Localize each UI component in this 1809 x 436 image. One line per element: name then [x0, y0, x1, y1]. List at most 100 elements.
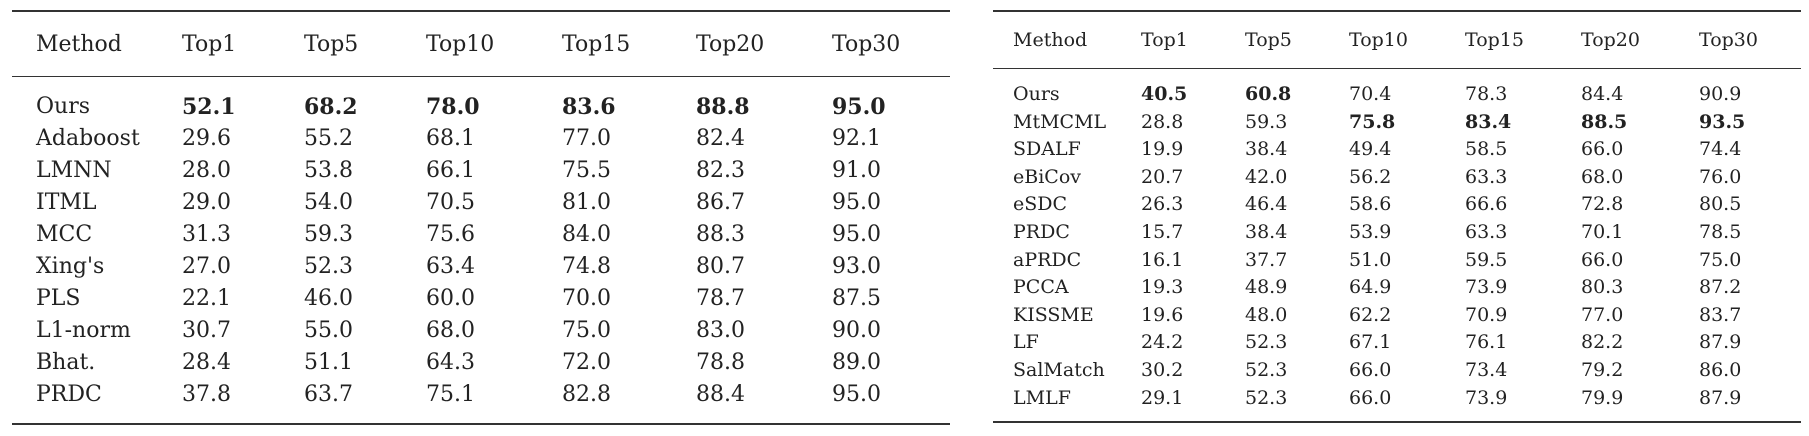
- method-cell: KISSME: [1013, 303, 1094, 326]
- value-cell: 78.5: [1699, 220, 1742, 243]
- value-cell: 75.0: [562, 318, 611, 343]
- bottom-rule: [12, 424, 950, 426]
- value-cell: 40.5: [1141, 83, 1188, 105]
- value-cell: 93.0: [832, 254, 881, 279]
- method-cell: Xing's: [36, 254, 105, 279]
- value-cell: 82.4: [696, 126, 745, 151]
- value-cell: 27.0: [182, 254, 231, 279]
- value-cell: 73.9: [1465, 386, 1508, 409]
- value-cell: 73.4: [1465, 358, 1508, 381]
- value-cell: 89.0: [832, 350, 881, 375]
- column-header: Top5: [304, 31, 359, 57]
- value-cell: 88.5: [1581, 110, 1628, 133]
- end-spacer: [993, 412, 1801, 422]
- value-cell: 80.5: [1699, 193, 1742, 216]
- value-cell: 66.0: [1349, 358, 1392, 381]
- value-cell: 29.6: [182, 126, 231, 151]
- value-cell: 68.0: [426, 318, 475, 343]
- value-cell: 55.2: [304, 126, 353, 151]
- value-cell: 48.0: [1245, 303, 1288, 326]
- table-row: eBiCov 20.7 42.0 56.2 63.3 68.0 76.0: [993, 164, 1801, 192]
- value-cell: 20.7: [1141, 165, 1184, 188]
- value-cell: 28.8: [1141, 110, 1184, 133]
- table-row: MtMCML 28.8 59.3 75.8 83.4 88.5 93.5: [993, 109, 1801, 137]
- column-header: Top20: [696, 31, 765, 57]
- column-header: Top1: [1141, 29, 1188, 51]
- method-cell: Adaboost: [36, 126, 140, 151]
- value-cell: 63.3: [1465, 220, 1508, 243]
- column-header: Method: [36, 31, 122, 57]
- value-cell: 95.0: [832, 382, 881, 407]
- value-cell: 62.2: [1349, 303, 1392, 326]
- value-cell: 75.8: [1349, 110, 1396, 133]
- value-cell: 66.0: [1581, 138, 1624, 161]
- method-cell: PLS: [36, 286, 81, 311]
- value-cell: 70.9: [1465, 303, 1508, 326]
- value-cell: 72.0: [562, 350, 611, 375]
- column-header: Top1: [182, 31, 237, 57]
- value-cell: 93.5: [1699, 110, 1746, 133]
- table-row: eSDC 26.3 46.4 58.6 66.6 72.8 80.5: [993, 191, 1801, 219]
- method-cell: Bhat.: [36, 350, 96, 375]
- header-row: Method Top1 Top5 Top10 Top15 Top20 Top30: [12, 11, 950, 77]
- value-cell: 54.0: [304, 190, 353, 215]
- table-row: aPRDC 16.1 37.7 51.0 59.5 66.0 75.0: [993, 247, 1801, 275]
- value-cell: 52.3: [1245, 331, 1288, 354]
- table-row: KISSME 19.6 48.0 62.2 70.9 77.0 83.7: [993, 302, 1801, 330]
- value-cell: 24.2: [1141, 331, 1184, 354]
- value-cell: 90.0: [832, 318, 881, 343]
- value-cell: 58.5: [1465, 138, 1508, 161]
- value-cell: 77.0: [1581, 303, 1624, 326]
- value-cell: 91.0: [832, 158, 881, 183]
- method-cell: L1-norm: [36, 318, 131, 343]
- header-rule: [12, 76, 950, 92]
- table-row: ITML 29.0 54.0 70.5 81.0 86.7 95.0: [12, 187, 950, 219]
- value-cell: 66.1: [426, 158, 475, 183]
- value-cell: 30.7: [182, 318, 231, 343]
- table-row: Xing's 27.0 52.3 63.4 74.8 80.7 93.0: [12, 251, 950, 283]
- value-cell: 78.3: [1465, 83, 1508, 105]
- value-cell: 19.9: [1141, 138, 1184, 161]
- value-cell: 58.6: [1349, 193, 1392, 216]
- value-cell: 73.9: [1465, 276, 1508, 299]
- value-cell: 22.1: [182, 286, 231, 311]
- value-cell: 66.0: [1581, 248, 1624, 271]
- table-row: Bhat. 28.4 51.1 64.3 72.0 78.8 89.0: [12, 347, 950, 379]
- method-cell: LF: [1013, 331, 1039, 354]
- value-cell: 68.1: [426, 126, 475, 151]
- header-row: Method Top1 Top5 Top10 Top15 Top20 Top30: [993, 11, 1801, 69]
- method-cell: eBiCov: [1013, 165, 1081, 188]
- value-cell: 46.4: [1245, 193, 1288, 216]
- value-cell: 79.2: [1581, 358, 1624, 381]
- value-cell: 83.7: [1699, 303, 1742, 326]
- value-cell: 67.1: [1349, 331, 1392, 354]
- value-cell: 51.1: [304, 350, 353, 375]
- column-header: Top30: [1699, 29, 1758, 51]
- value-cell: 63.7: [304, 382, 353, 407]
- value-cell: 63.3: [1465, 165, 1508, 188]
- value-cell: 87.2: [1699, 276, 1742, 299]
- value-cell: 15.7: [1141, 220, 1184, 243]
- table-row: PRDC 15.7 38.4 53.9 63.3 70.1 78.5: [993, 219, 1801, 247]
- value-cell: 76.1: [1465, 331, 1508, 354]
- value-cell: 70.0: [562, 286, 611, 311]
- table-row: PCCA 19.3 48.9 64.9 73.9 80.3 87.2: [993, 274, 1801, 302]
- column-header: Top10: [426, 31, 495, 57]
- value-cell: 16.1: [1141, 248, 1184, 271]
- column-header: Method: [1013, 29, 1088, 51]
- value-cell: 68.0: [1581, 165, 1624, 188]
- value-cell: 53.9: [1349, 220, 1392, 243]
- table-row: SalMatch 30.2 52.3 66.0 73.4 79.2 86.0: [993, 357, 1801, 385]
- value-cell: 30.2: [1141, 358, 1184, 381]
- value-cell: 82.2: [1581, 331, 1624, 354]
- column-header: Top5: [1245, 29, 1292, 51]
- table-row: LMLF 29.1 52.3 66.0 73.9 79.9 87.9: [993, 385, 1801, 413]
- method-cell: SDALF: [1013, 138, 1081, 161]
- value-cell: 84.4: [1581, 83, 1624, 105]
- method-cell: ITML: [36, 190, 97, 215]
- value-cell: 83.0: [696, 318, 745, 343]
- method-cell: PRDC: [1013, 220, 1070, 243]
- method-cell: PCCA: [1013, 276, 1069, 299]
- value-cell: 52.1: [182, 94, 236, 120]
- value-cell: 37.7: [1245, 248, 1288, 271]
